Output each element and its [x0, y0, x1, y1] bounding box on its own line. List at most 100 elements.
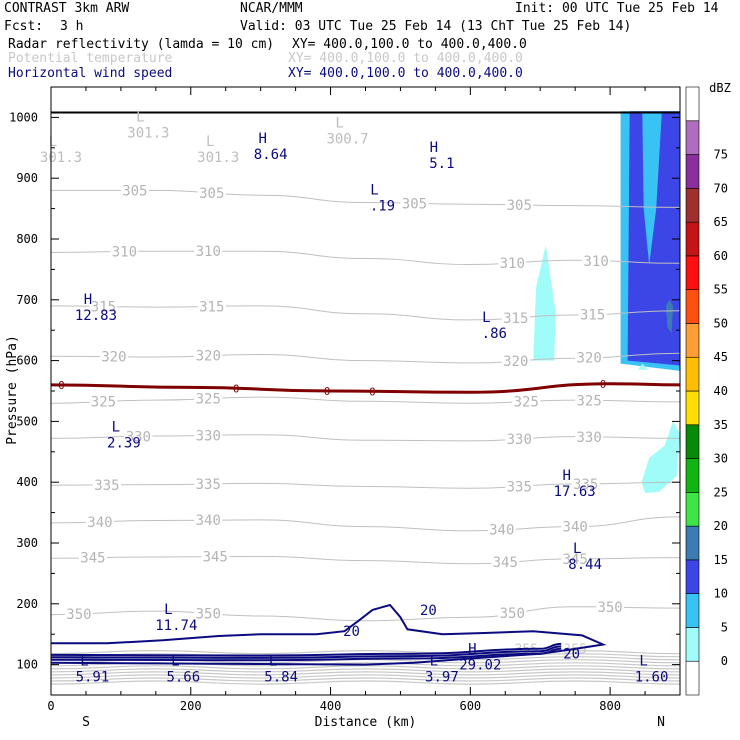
colorbar-label: 40: [714, 384, 728, 398]
extremum-value: 17.63: [554, 484, 596, 500]
extremum-value: 8.64: [254, 147, 288, 163]
x-axis-label: Distance (km): [315, 715, 417, 730]
theta-upper-contour: [51, 680, 680, 685]
echo-5dbz-mid: [533, 245, 556, 361]
colorbar-label: 70: [714, 181, 728, 195]
extremum-value: 5.66: [166, 670, 200, 686]
reflectivity-fill: [533, 111, 680, 494]
theta-label: 350: [500, 606, 525, 622]
theta-label-bg: [99, 349, 128, 364]
theta-label: 335: [573, 477, 598, 493]
theta-label: 315: [580, 307, 605, 323]
colorbar-swatch: [685, 390, 700, 426]
init-time: Init: 00 UTC Tue 25 Feb 14: [515, 1, 719, 16]
theta-label: 310: [500, 256, 525, 272]
theta-label: 345: [80, 551, 105, 567]
theta-label: 350: [597, 600, 622, 616]
colorbar-swatch: [685, 627, 700, 662]
theta-label: 340: [489, 523, 514, 539]
theta-label-bg: [85, 514, 114, 529]
field-name-reflectivity: Radar reflectivity (lamda = 10 cm): [8, 37, 275, 52]
theta-label: 315: [503, 311, 528, 327]
theta-label-bg: [194, 477, 223, 492]
colorbar-label: 15: [714, 553, 728, 567]
extremum-value: .86: [482, 326, 507, 342]
wind-contour-20: [51, 603, 607, 666]
center-name: NCAR/MMM: [240, 1, 303, 16]
colorbar-label: 5: [721, 620, 728, 634]
theta-label: 345: [493, 555, 518, 571]
theta-label: 320: [503, 354, 528, 370]
theta-label: 320: [576, 351, 601, 367]
theta-label: 325: [91, 395, 116, 411]
wind-label: 20: [420, 603, 437, 619]
y-axis-label: Pressure (hPa): [5, 335, 20, 445]
extremum-value: 3.97: [425, 670, 459, 686]
theta-label: 345: [203, 550, 228, 566]
freezing-label: 0: [58, 379, 65, 392]
echo-20dbz-cell: [666, 299, 673, 334]
theta-label-bg: [194, 244, 223, 259]
theta-label: 320: [196, 349, 221, 365]
colorbar-swatch: [685, 559, 700, 594]
theta-label-bg: [124, 429, 153, 444]
field-name-wind: Horizontal wind speed: [8, 66, 173, 81]
theta-label-bg: [582, 253, 611, 268]
theta-label-bg: [501, 310, 530, 325]
theta-upper-contour: [51, 668, 680, 673]
x-end-label-south: S: [82, 715, 90, 730]
field-name-theta: Potential temperature: [8, 51, 173, 66]
colorbar-swatch: [685, 492, 700, 527]
freezing-label: 0: [600, 378, 607, 391]
x-tick-label: 0: [47, 699, 54, 713]
fcst-value: 3 h: [60, 19, 84, 34]
colorbar-swatch: [685, 188, 700, 223]
theta-label-bg: [194, 391, 223, 406]
y-tick-label: 200: [16, 597, 38, 611]
colorbar-label: 45: [714, 350, 728, 364]
extremum-value: 5.1: [429, 156, 454, 172]
theta-label-bg: [400, 196, 429, 211]
theta-label: 355: [563, 643, 586, 658]
wind-label: 20: [343, 624, 360, 640]
extremum-type: H: [258, 131, 266, 147]
theta-label-bg: [92, 477, 121, 492]
extremum-value: 301.3: [40, 150, 82, 166]
field-xy-theta: XY= 400.0,100.0 to 400.0,400.0: [288, 51, 523, 66]
theta-label-bg: [561, 519, 590, 534]
colorbar-swatch: [685, 289, 700, 324]
theta-label-bg: [561, 551, 590, 566]
colorbar-swatch: [685, 154, 700, 189]
theta-upper-contour: [51, 677, 680, 682]
theta-label-bg: [89, 394, 118, 409]
echo-5dbz-upper: [641, 421, 680, 494]
x-tick-label: 400: [320, 699, 342, 713]
extremum-type: H: [468, 642, 476, 658]
freezing-contour: [51, 382, 680, 394]
extremum-value: 8.44: [568, 557, 602, 573]
colorbar: 0 5 10 15 20 25 30 35 40 45 50 55 60 65 70 75 dBZ: [685, 81, 731, 696]
y-tick-label: 300: [16, 536, 38, 550]
theta-label: 330: [576, 430, 601, 446]
extremum-type: L: [171, 654, 179, 670]
theta-label: 325: [196, 392, 221, 408]
freezing-label: 0: [233, 383, 240, 396]
theta-label-bg: [505, 197, 534, 212]
theta-label: 345: [563, 552, 588, 568]
theta-label-bg: [89, 299, 118, 314]
wind-speed-contours: 20 20 20: [51, 603, 607, 666]
y-tick-label: 700: [16, 293, 38, 307]
colorbar-label: 65: [714, 215, 728, 229]
colorbar-label: 50: [714, 316, 728, 330]
colorbar-swatch: [685, 86, 700, 122]
theta-label: 335: [196, 477, 221, 493]
colorbar-swatch: [685, 255, 700, 290]
theta-contour-315: [51, 305, 680, 321]
y-tick-label: 600: [16, 354, 38, 368]
theta-label-bg: [487, 522, 516, 537]
colorbar-label: 25: [714, 485, 728, 499]
theta-label: 330: [507, 432, 532, 448]
